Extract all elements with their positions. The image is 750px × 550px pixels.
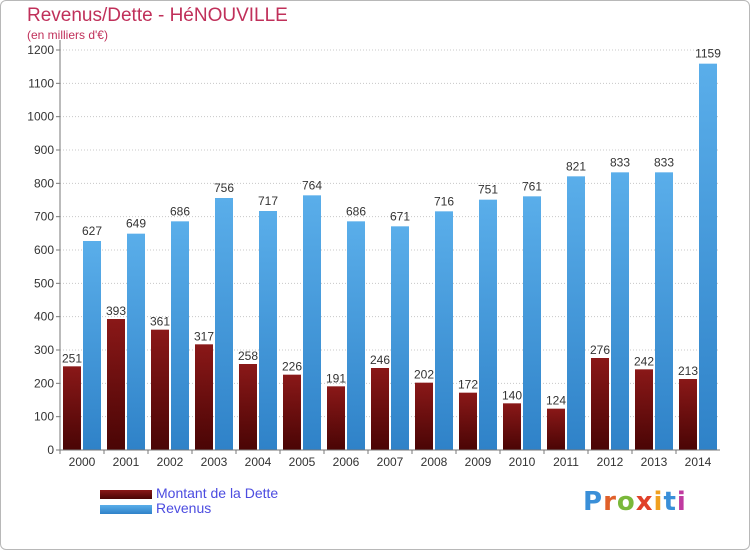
bar-debt	[239, 364, 257, 450]
x-tick-label: 2007	[377, 455, 404, 469]
bar-debt	[283, 374, 301, 450]
data-label-revenue: 671	[390, 209, 410, 223]
legend-label-revenue: Revenus	[156, 500, 212, 516]
y-tick-label: 700	[34, 210, 54, 224]
y-tick-label: 1200	[27, 43, 54, 57]
data-label-revenue: 764	[302, 178, 322, 192]
bar-debt	[503, 403, 521, 450]
data-label-debt: 172	[458, 378, 478, 392]
y-tick-label: 400	[34, 310, 54, 324]
bar-revenue	[259, 211, 277, 450]
bar-debt	[195, 344, 213, 450]
x-tick-label: 2004	[245, 455, 272, 469]
x-tick-label: 2006	[333, 455, 360, 469]
data-label-debt: 258	[238, 349, 258, 363]
proxiti-logo: Proxiti	[583, 487, 687, 517]
bar-revenue	[347, 221, 365, 450]
y-tick-label: 1000	[27, 110, 54, 124]
y-tick-label: 500	[34, 276, 54, 290]
bar-revenue	[699, 63, 717, 451]
data-label-debt: 246	[370, 353, 390, 367]
bar-debt	[635, 369, 653, 450]
x-tick-label: 2002	[157, 455, 184, 469]
legend-label-debt: Montant de la Dette	[156, 485, 279, 501]
bar-debt	[107, 319, 125, 450]
y-tick-label: 900	[34, 143, 54, 157]
x-tick-label: 2001	[113, 455, 140, 469]
legend-swatch-debt	[100, 490, 152, 499]
y-tick-label: 1100	[28, 76, 54, 90]
bar-revenue	[435, 211, 453, 450]
data-label-debt: 213	[678, 364, 698, 378]
bar-debt	[547, 408, 565, 450]
data-label-revenue: 686	[346, 204, 366, 218]
y-tick-label: 0	[47, 443, 54, 457]
y-tick-label: 200	[34, 376, 54, 390]
bar-debt	[679, 379, 697, 450]
bar-revenue	[391, 226, 409, 450]
x-tick-label: 2014	[685, 455, 712, 469]
bar-debt	[415, 382, 433, 450]
data-label-debt: 124	[546, 394, 566, 408]
data-label-revenue: 686	[170, 204, 190, 218]
data-label-debt: 317	[194, 329, 214, 343]
y-tick-label: 300	[34, 343, 54, 357]
bar-debt	[63, 366, 81, 450]
x-tick-label: 2009	[465, 455, 492, 469]
bar-debt	[151, 329, 169, 450]
x-tick-label: 2012	[597, 455, 624, 469]
data-label-revenue: 821	[566, 159, 586, 173]
x-tick-label: 2011	[553, 455, 579, 469]
y-tick-label: 100	[34, 410, 54, 424]
x-tick-label: 2010	[509, 455, 536, 469]
bar-revenue	[83, 241, 101, 450]
bar-debt	[591, 358, 609, 450]
bar-revenue	[303, 195, 321, 450]
bar-debt	[459, 392, 477, 450]
data-label-revenue: 716	[434, 194, 454, 208]
data-label-debt: 226	[282, 360, 302, 374]
data-label-revenue: 649	[126, 217, 146, 231]
data-label-revenue: 751	[478, 183, 498, 197]
data-label-debt: 276	[590, 343, 610, 357]
bar-revenue	[215, 198, 233, 450]
data-label-debt: 140	[502, 388, 522, 402]
bar-debt	[371, 368, 389, 450]
data-label-revenue: 756	[214, 181, 234, 195]
data-label-debt: 202	[414, 368, 434, 382]
data-label-debt: 191	[326, 371, 346, 385]
data-label-revenue: 627	[82, 224, 102, 238]
data-label-debt: 242	[634, 354, 654, 368]
data-label-revenue: 833	[610, 155, 630, 169]
x-tick-label: 2003	[201, 455, 228, 469]
bar-revenue	[611, 172, 629, 451]
legend-swatch-revenue	[100, 505, 152, 514]
y-tick-label: 600	[34, 243, 54, 257]
data-label-debt: 361	[150, 315, 170, 329]
data-label-revenue: 761	[522, 179, 542, 193]
bar-revenue	[171, 221, 189, 450]
y-tick-label: 800	[34, 176, 54, 190]
data-label-revenue: 1159	[695, 47, 721, 61]
bar-revenue	[567, 176, 585, 451]
bar-debt	[327, 386, 345, 450]
x-tick-label: 2000	[69, 455, 96, 469]
data-label-debt: 251	[62, 351, 82, 365]
x-tick-label: 2013	[641, 455, 668, 469]
x-tick-label: 2005	[289, 455, 316, 469]
bar-revenue	[655, 172, 673, 451]
data-label-revenue: 717	[258, 194, 278, 208]
chart-title: Revenus/Dette - HéNOUVILLE	[27, 5, 288, 26]
bar-revenue	[479, 199, 497, 450]
bar-revenue	[523, 196, 541, 450]
data-label-revenue: 833	[654, 155, 674, 169]
bar-revenue	[127, 233, 145, 450]
data-label-debt: 393	[106, 304, 126, 318]
x-tick-label: 2008	[421, 455, 448, 469]
chart-subtitle: (en milliers d'€)	[27, 28, 108, 42]
